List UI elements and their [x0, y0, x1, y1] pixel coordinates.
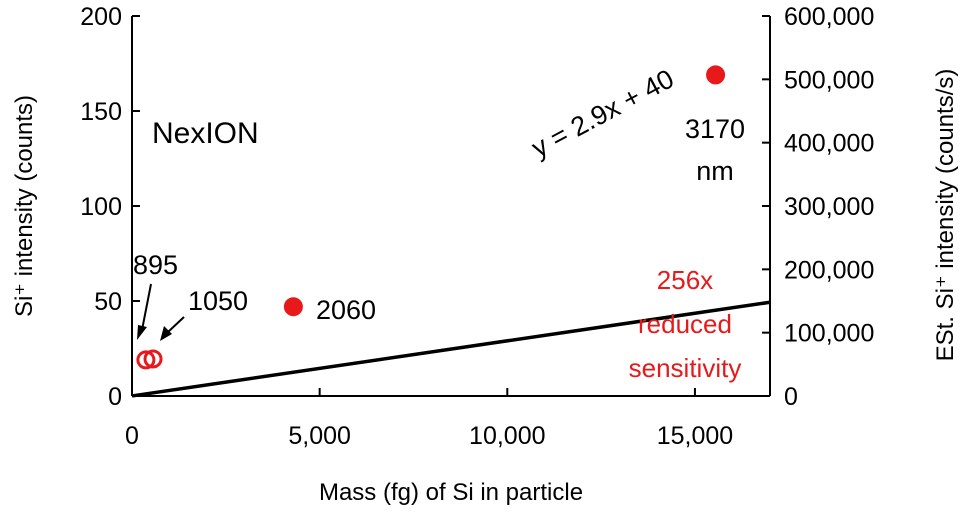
- x-tick-label: 10,000: [469, 422, 545, 450]
- y-left-tick-label: 200: [80, 3, 122, 31]
- sensitivity-line-2: reduced: [638, 309, 732, 339]
- y-right-axis-label: ESt. Si⁺ intensity (counts/s): [932, 69, 959, 362]
- point-label-2060: 2060: [316, 295, 376, 325]
- point-label-3170: 3170: [685, 114, 745, 144]
- y-right-tick-label: 400,000: [784, 130, 874, 158]
- point-label-1050: 1050: [188, 286, 248, 316]
- data-point-open: [136, 350, 156, 370]
- x-tick-label: 5,000: [288, 422, 351, 450]
- y-right-tick-label: 500,000: [784, 66, 874, 94]
- x-tick-label: 0: [125, 422, 139, 450]
- y-right-tick-label: 300,000: [784, 193, 874, 221]
- y-right-tick-label: 0: [784, 383, 798, 411]
- x-tick-label: 15,000: [657, 422, 733, 450]
- y-left-tick-label: 50: [94, 288, 122, 316]
- sensitivity-line-1: 256x: [657, 265, 713, 295]
- data-point-filled: [706, 65, 726, 85]
- y-left-tick-label: 100: [80, 193, 122, 221]
- data-point-open: [143, 349, 163, 369]
- y-right-tick-label: 200,000: [784, 256, 874, 284]
- arrow-1050: [167, 316, 185, 333]
- point-label-nm: nm: [696, 156, 734, 186]
- x-axis-label: Mass (fg) of Si in particle: [319, 479, 583, 506]
- fit-layer: [131, 300, 771, 398]
- arrow-895-head: [137, 325, 147, 340]
- fit-equation: y = 2.9x + 40: [527, 64, 679, 164]
- y-right-ticks: 0 100,000 200,000 300,000 400,000 500,000 600,…: [762, 3, 874, 411]
- points-layer: [136, 65, 726, 370]
- sensitivity-line-3: sensitivity: [629, 353, 742, 383]
- y-left-axis-label: Si⁺ intensity (counts): [11, 95, 38, 317]
- y-left-ticks: 0 50 100 150 200: [80, 3, 140, 411]
- arrow-1050-head: [160, 326, 172, 341]
- data-point-filled: [283, 297, 303, 317]
- point-label-895: 895: [133, 250, 178, 280]
- y-right-tick-label: 600,000: [784, 3, 874, 31]
- x-ticks: 0 5,000 10,000 15,000: [125, 388, 733, 450]
- y-left-tick-label: 0: [108, 383, 122, 411]
- fit-line: [131, 300, 771, 398]
- y-right-tick-label: 100,000: [784, 320, 874, 348]
- arrow-895: [141, 283, 152, 331]
- y-left-tick-label: 150: [80, 98, 122, 126]
- instrument-label: NexION: [152, 117, 259, 150]
